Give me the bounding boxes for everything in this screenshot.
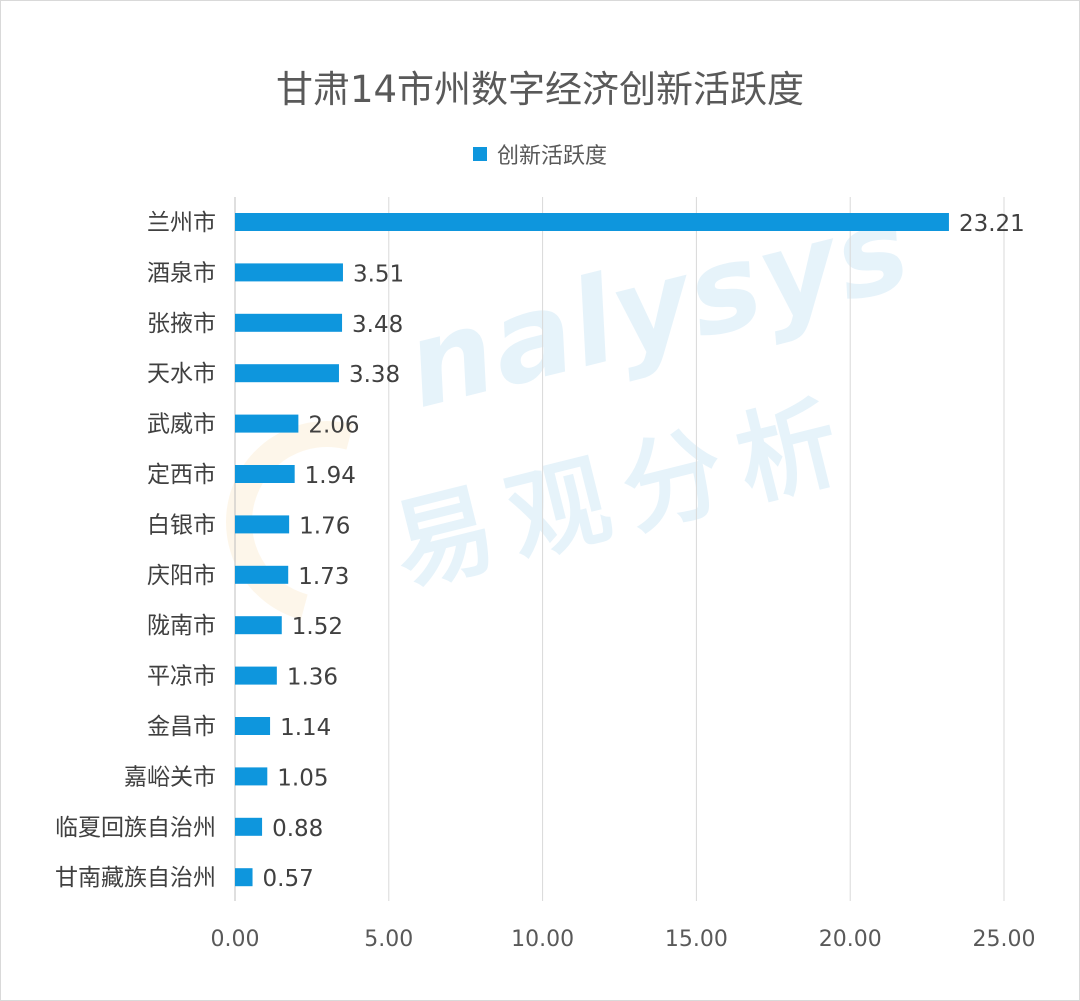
data-label: 1.76 (299, 513, 350, 539)
bar (235, 465, 295, 483)
category-label: 临夏回族自治州 (55, 815, 216, 841)
category-label: 武威市 (147, 412, 216, 438)
x-tick-label: 5.00 (364, 927, 413, 952)
x-tick-label: 20.00 (819, 927, 882, 952)
category-label: 定西市 (147, 462, 216, 488)
category-label: 陇南市 (147, 613, 216, 639)
bar (235, 616, 282, 635)
bar (235, 868, 253, 887)
x-tick-label: 25.00 (973, 927, 1036, 952)
x-tick-label: 15.00 (665, 927, 728, 952)
bar (235, 817, 263, 836)
legend-label: 创新活跃度 (496, 144, 607, 169)
category-label: 天水市 (147, 361, 216, 387)
x-tick-label: 0.00 (211, 927, 260, 952)
data-label: 1.36 (287, 665, 338, 691)
category-label: 金昌市 (147, 714, 216, 740)
bar (235, 263, 343, 282)
data-label: 0.88 (272, 816, 323, 842)
chart-title: 甘肃14市州数字经济创新活跃度 (275, 68, 805, 111)
bar (235, 717, 271, 735)
data-label: 1.52 (292, 614, 343, 640)
category-label: 白银市 (147, 512, 216, 538)
data-label: 1.73 (298, 564, 349, 590)
bar (235, 565, 289, 584)
bar (235, 666, 277, 685)
data-label: 1.05 (277, 765, 328, 791)
data-label: 3.51 (353, 261, 404, 287)
bar (235, 313, 343, 332)
category-label: 平凉市 (147, 664, 216, 690)
data-label: 1.14 (280, 715, 331, 741)
x-tick-label: 10.00 (511, 927, 574, 952)
category-label: 甘南藏族自治州 (55, 865, 216, 891)
data-label: 3.38 (349, 362, 400, 388)
data-label: 3.48 (352, 312, 403, 338)
data-label: 23.21 (959, 211, 1025, 237)
bar (235, 364, 339, 383)
data-label: 2.06 (308, 413, 359, 439)
bar (235, 767, 268, 786)
category-label: 庆阳市 (147, 563, 216, 589)
bar (235, 213, 949, 231)
data-label: 0.57 (263, 866, 314, 892)
data-label: 1.94 (305, 463, 356, 489)
category-label: 酒泉市 (147, 260, 216, 286)
bar (235, 515, 290, 534)
bar (235, 414, 299, 433)
category-label: 张掖市 (147, 311, 216, 337)
category-label: 兰州市 (147, 210, 216, 236)
category-label: 嘉峪关市 (124, 764, 216, 790)
legend-swatch (472, 147, 487, 161)
chart-legend: 创新活跃度 (1, 138, 1079, 170)
